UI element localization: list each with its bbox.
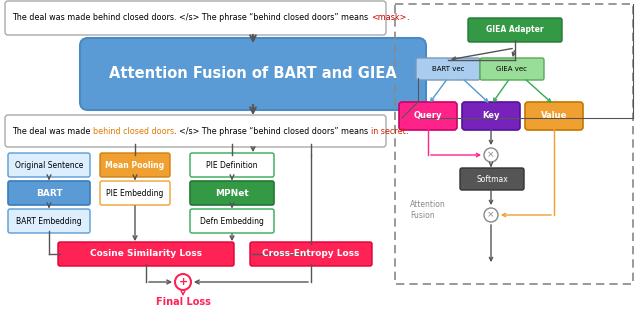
Bar: [395, 4, 633, 284]
Text: PIE Embedding: PIE Embedding: [106, 188, 164, 198]
FancyBboxPatch shape: [525, 102, 583, 130]
FancyBboxPatch shape: [190, 181, 274, 205]
FancyBboxPatch shape: [468, 18, 562, 42]
Text: Defn Embedding: Defn Embedding: [200, 216, 264, 226]
Text: GIEA Adapter: GIEA Adapter: [486, 25, 544, 34]
FancyBboxPatch shape: [58, 242, 234, 266]
FancyBboxPatch shape: [190, 153, 274, 177]
Text: Attention
Fusion: Attention Fusion: [410, 200, 445, 220]
Text: Original Sentence: Original Sentence: [15, 161, 83, 170]
Text: GIEA vec: GIEA vec: [497, 66, 527, 72]
Text: +: +: [179, 277, 188, 287]
Text: .: .: [406, 14, 408, 22]
Text: Attention Fusion of BART and GIEA: Attention Fusion of BART and GIEA: [109, 67, 397, 82]
Text: behind closed doors: behind closed doors: [93, 126, 174, 136]
FancyBboxPatch shape: [80, 38, 426, 110]
Text: BART Embedding: BART Embedding: [16, 216, 82, 226]
FancyBboxPatch shape: [100, 153, 170, 177]
FancyBboxPatch shape: [250, 242, 372, 266]
FancyBboxPatch shape: [5, 1, 386, 35]
FancyBboxPatch shape: [8, 181, 90, 205]
Text: BART vec: BART vec: [432, 66, 464, 72]
FancyBboxPatch shape: [8, 153, 90, 177]
Text: BART: BART: [36, 188, 62, 198]
Text: The deal was made: The deal was made: [12, 126, 93, 136]
FancyBboxPatch shape: [416, 58, 480, 80]
Text: Softmax: Softmax: [476, 175, 508, 184]
Text: .: .: [405, 126, 408, 136]
Text: Key: Key: [483, 111, 500, 121]
Text: The deal was made behind closed doors. </s> The phrase “behind closed doors” mea: The deal was made behind closed doors. <…: [12, 14, 371, 22]
Text: ×: ×: [487, 211, 495, 219]
Text: Mean Pooling: Mean Pooling: [106, 161, 164, 170]
FancyBboxPatch shape: [462, 102, 520, 130]
FancyBboxPatch shape: [100, 181, 170, 205]
Text: Cross-Entropy Loss: Cross-Entropy Loss: [262, 250, 360, 258]
Text: MPNet: MPNet: [215, 188, 249, 198]
FancyBboxPatch shape: [480, 58, 544, 80]
FancyBboxPatch shape: [190, 209, 274, 233]
Text: Cosine Similarity Loss: Cosine Similarity Loss: [90, 250, 202, 258]
Text: Query: Query: [413, 111, 442, 121]
Text: Final Loss: Final Loss: [156, 297, 211, 307]
Text: . </s> The phrase “behind closed doors” means: . </s> The phrase “behind closed doors” …: [174, 126, 371, 136]
FancyBboxPatch shape: [460, 168, 524, 190]
FancyBboxPatch shape: [399, 102, 457, 130]
Text: in secret: in secret: [371, 126, 405, 136]
Text: <mask>: <mask>: [371, 14, 406, 22]
FancyBboxPatch shape: [5, 115, 386, 147]
Text: ×: ×: [487, 150, 495, 160]
FancyBboxPatch shape: [8, 209, 90, 233]
Text: Value: Value: [541, 111, 567, 121]
Text: PIE Definition: PIE Definition: [206, 161, 258, 170]
